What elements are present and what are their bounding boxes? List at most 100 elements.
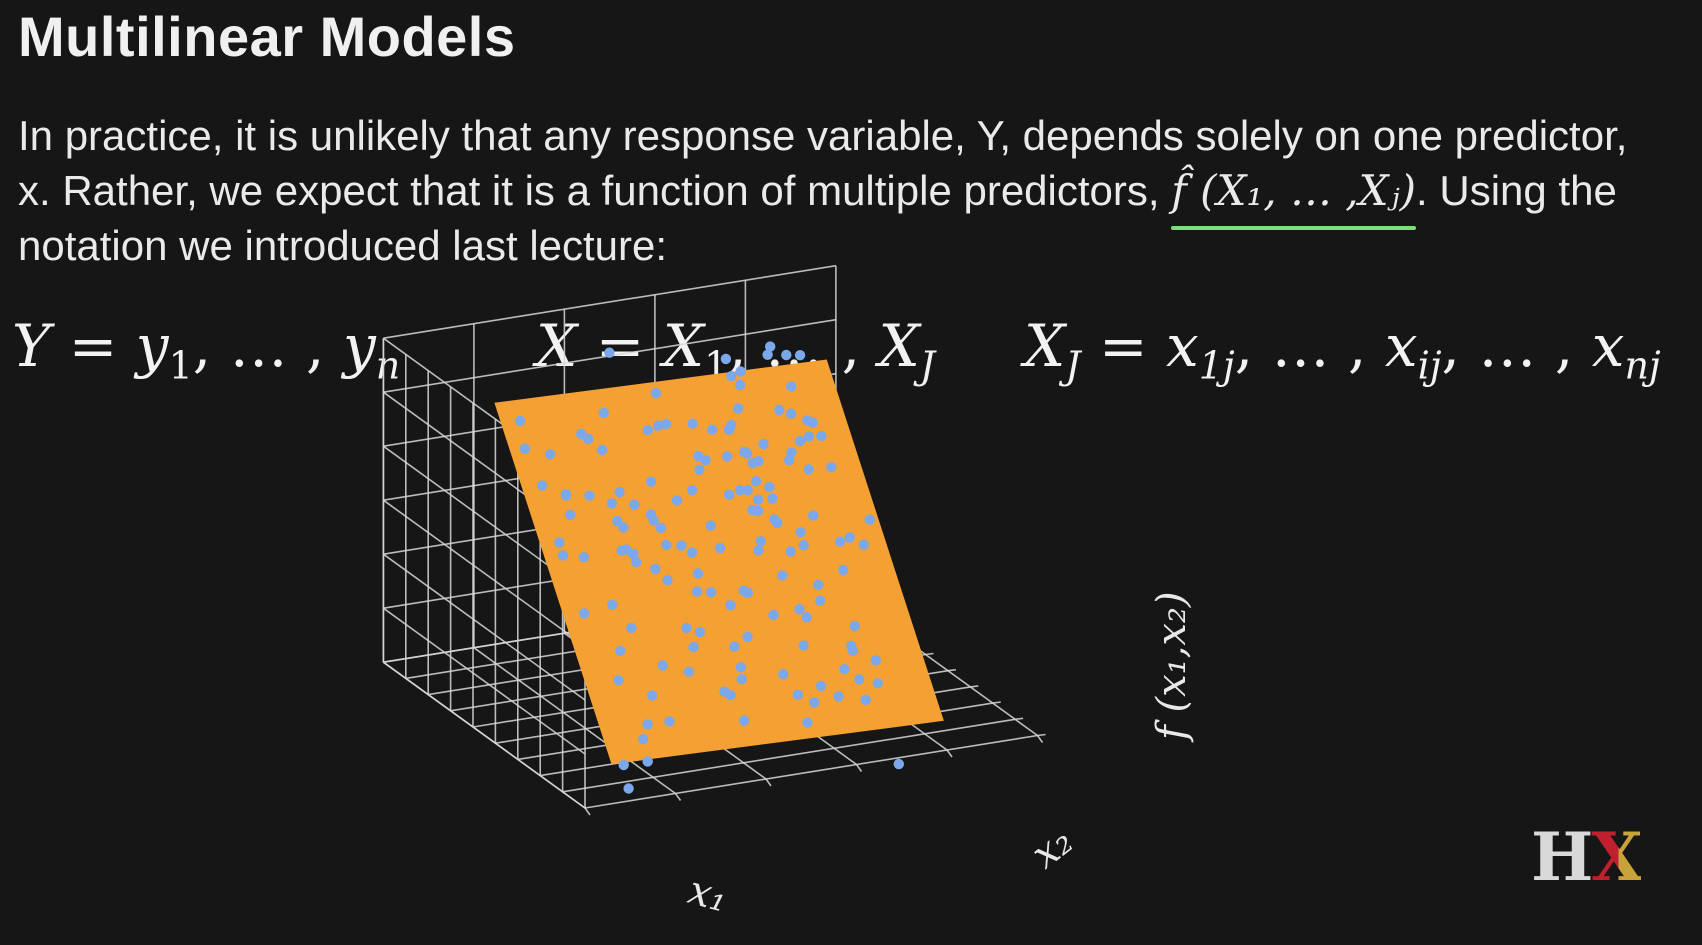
data-point [616, 545, 627, 556]
logo-x: X [1591, 818, 1642, 896]
data-point [786, 381, 797, 392]
data-point [725, 600, 736, 611]
data-point [794, 604, 805, 615]
data-point [664, 716, 675, 727]
data-point [785, 546, 796, 557]
data-point [870, 655, 881, 666]
equation-x: X = X1, … , XJ [536, 312, 935, 388]
data-point [642, 425, 653, 436]
data-point [738, 715, 750, 726]
data-point [604, 347, 615, 358]
data-point [647, 690, 658, 701]
logo-h: H [1531, 818, 1593, 896]
data-point [565, 509, 576, 520]
data-point [596, 444, 608, 456]
data-point [720, 353, 732, 365]
slide-title: Multilinear Models [18, 5, 516, 68]
data-point [537, 480, 548, 491]
data-point [815, 680, 827, 692]
fhat-underline [1171, 226, 1417, 230]
x1-tick [946, 749, 953, 758]
data-point [794, 350, 806, 361]
data-point [652, 420, 664, 431]
data-point [557, 550, 569, 561]
data-point [515, 415, 526, 427]
data-point [629, 499, 640, 510]
data-point [774, 404, 785, 416]
data-point [801, 612, 812, 623]
data-point [583, 433, 594, 445]
equation-y: Y = y1, … , yn [12, 312, 401, 388]
data-point [579, 608, 590, 619]
data-point [628, 548, 639, 560]
data-point [767, 493, 778, 504]
data-point [764, 481, 775, 493]
data-point [794, 435, 806, 447]
data-point [854, 674, 865, 685]
data-point [734, 485, 746, 496]
data-point [648, 515, 659, 526]
data-point [803, 464, 814, 475]
data-point [626, 622, 637, 634]
data-point [691, 586, 703, 597]
data-point [645, 476, 657, 487]
data-point [792, 689, 804, 700]
data-point [747, 457, 758, 469]
data-point [631, 556, 642, 568]
data-point [661, 539, 672, 551]
data-point [726, 371, 737, 382]
data-point [798, 540, 809, 551]
data-point [864, 514, 875, 525]
z-axis-label: f (x₁,x₂) [1149, 591, 1195, 743]
regression-plane [494, 359, 944, 765]
data-point [785, 408, 797, 419]
data-point [723, 489, 735, 500]
data-point [750, 476, 762, 487]
data-point [638, 733, 649, 745]
x2-tick [970, 685, 979, 688]
x1-tick [584, 807, 591, 816]
data-point [802, 717, 813, 728]
floor-grid-line [584, 734, 1038, 809]
data-point [694, 627, 706, 638]
data-point [655, 522, 667, 534]
x1-tick [855, 764, 863, 772]
data-point [598, 407, 609, 418]
data-point [612, 515, 623, 527]
data-point [714, 542, 726, 554]
data-point [618, 522, 629, 533]
data-point [544, 449, 556, 460]
data-point [809, 697, 820, 708]
data-point [742, 631, 753, 642]
x1-axis-label: x₁ [683, 867, 732, 921]
data-point [683, 666, 695, 677]
data-point [769, 514, 780, 525]
data-point [687, 485, 698, 496]
data-point [860, 694, 871, 705]
intro-text-2: . Using the notation we introduced last … [18, 167, 1617, 269]
x1-tick [674, 793, 682, 801]
data-point [808, 510, 819, 521]
data-point [657, 660, 668, 671]
data-point [733, 403, 744, 414]
data-point [752, 494, 764, 505]
data-point [742, 448, 753, 459]
data-point [753, 545, 764, 556]
data-point [758, 438, 769, 450]
data-point [762, 349, 773, 360]
data-point [676, 540, 687, 551]
x1-tick [765, 778, 772, 787]
data-point [671, 495, 683, 506]
data-point [650, 563, 661, 575]
data-point [813, 579, 824, 590]
back-wall-grid-line [382, 553, 586, 701]
data-point [826, 462, 837, 473]
data-point [833, 691, 844, 702]
intro-text-1: In practice, it is unlikely that any res… [18, 112, 1628, 214]
data-point [742, 485, 753, 496]
data-point [721, 451, 733, 462]
x2-tick [992, 701, 1001, 704]
data-point [660, 418, 672, 430]
data-point [849, 620, 860, 632]
